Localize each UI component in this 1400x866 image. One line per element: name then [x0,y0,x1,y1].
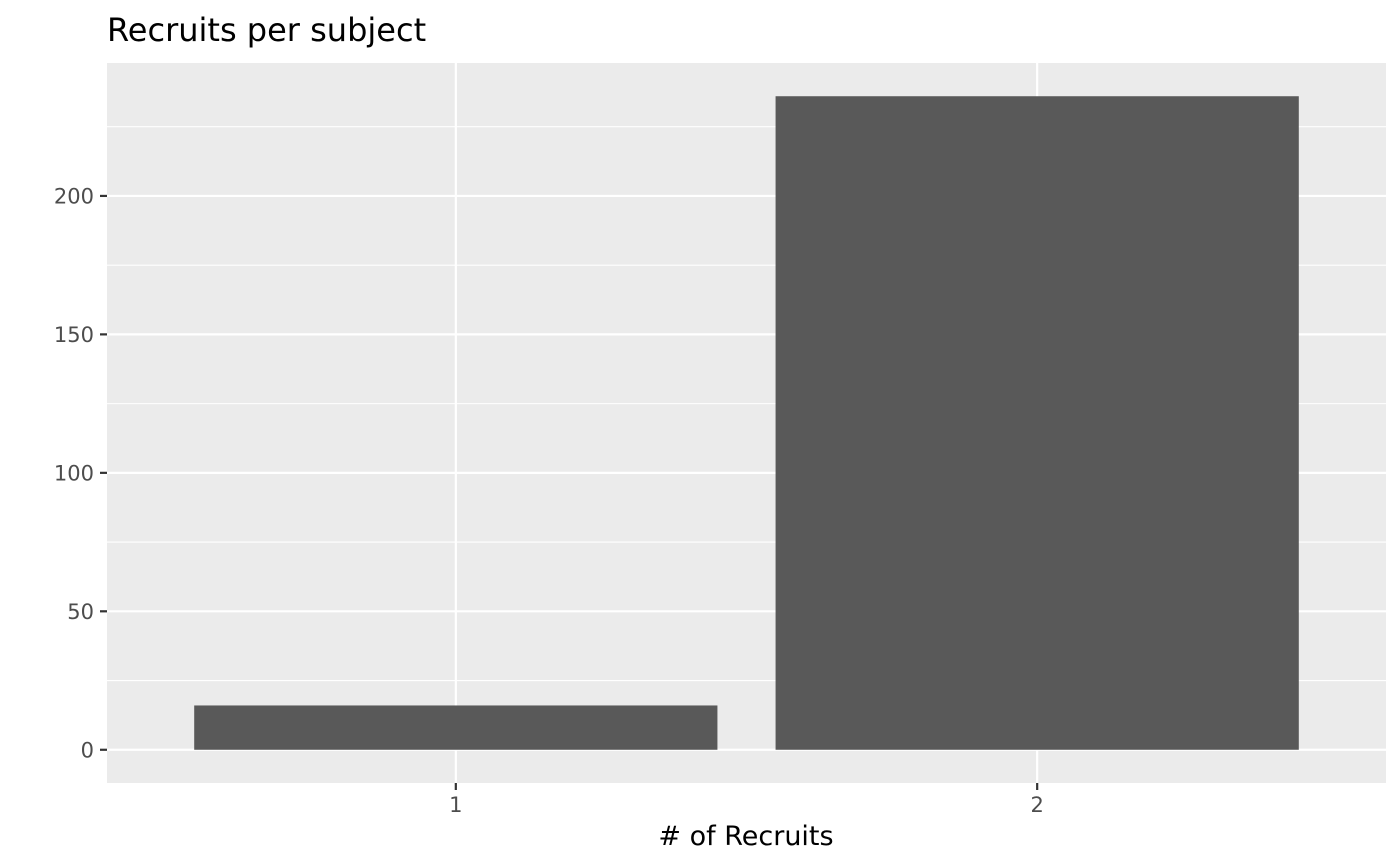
y-tick-label: 200 [54,184,94,208]
y-tick-label: 50 [67,600,94,624]
bars [194,96,1299,750]
bar-1 [194,705,718,750]
x-tick-label: 2 [1030,793,1043,817]
x-tick-label: 1 [449,793,462,817]
y-tick-label: 0 [81,738,94,762]
y-tick-label: 100 [54,461,94,485]
chart-title: Recruits per subject [107,11,426,49]
bar-2 [775,96,1299,750]
y-tick-label: 150 [54,323,94,347]
x-axis-title: # of Recruits [658,821,833,852]
y-axis: 0 50 100 150 200 [54,184,107,762]
